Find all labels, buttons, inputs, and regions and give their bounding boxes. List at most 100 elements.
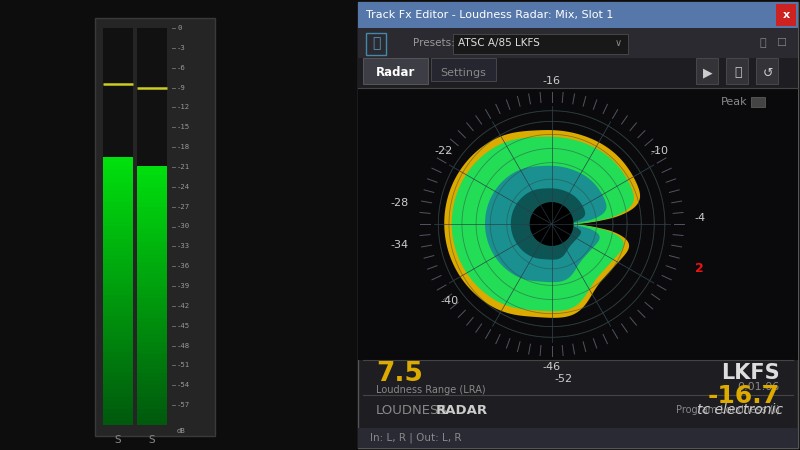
- Text: -10: -10: [650, 146, 669, 156]
- Text: -45: -45: [177, 323, 190, 329]
- Bar: [103, 246, 133, 251]
- Bar: [137, 337, 167, 342]
- Text: -9: -9: [177, 85, 186, 90]
- Text: -40: -40: [441, 296, 458, 306]
- Text: -18: -18: [177, 144, 190, 150]
- Bar: [363, 58, 428, 84]
- Text: -28: -28: [390, 198, 409, 208]
- Bar: [358, 2, 798, 448]
- Bar: [137, 306, 167, 310]
- Bar: [103, 161, 133, 166]
- Bar: [103, 376, 133, 380]
- Bar: [137, 166, 167, 171]
- Text: -52: -52: [554, 374, 573, 384]
- Bar: [103, 388, 133, 392]
- Bar: [137, 286, 167, 290]
- Bar: [103, 165, 133, 170]
- Text: -24: -24: [177, 184, 190, 190]
- Text: -42: -42: [177, 303, 190, 309]
- Bar: [103, 283, 133, 287]
- Bar: [103, 234, 133, 238]
- Text: LKFS: LKFS: [722, 363, 780, 383]
- Bar: [137, 175, 167, 179]
- Bar: [103, 177, 133, 182]
- Text: -36: -36: [177, 263, 190, 269]
- Bar: [103, 274, 133, 279]
- Bar: [103, 206, 133, 210]
- Bar: [756, 58, 778, 84]
- Bar: [137, 373, 167, 378]
- Bar: [137, 238, 167, 243]
- Bar: [137, 417, 167, 421]
- Text: In: L, R | Out: L, R: In: L, R | Out: L, R: [370, 433, 462, 443]
- Text: Peak: Peak: [722, 97, 748, 107]
- Bar: [358, 28, 798, 58]
- Bar: [103, 400, 133, 405]
- Bar: [137, 266, 167, 270]
- Bar: [103, 299, 133, 303]
- Bar: [103, 194, 133, 198]
- Bar: [137, 421, 167, 425]
- Bar: [103, 169, 133, 174]
- Bar: [137, 171, 167, 175]
- Bar: [776, 4, 796, 26]
- Text: Presets:: Presets:: [413, 38, 454, 48]
- Bar: [103, 392, 133, 396]
- Bar: [103, 214, 133, 218]
- Bar: [103, 230, 133, 234]
- Text: Settings: Settings: [441, 68, 486, 78]
- Text: dB: dB: [177, 428, 186, 434]
- Bar: [103, 226, 133, 230]
- Bar: [137, 182, 167, 187]
- Bar: [95, 18, 215, 436]
- Bar: [137, 293, 167, 298]
- Text: 0:01:06: 0:01:06: [738, 382, 780, 392]
- Text: ⏻: ⏻: [372, 36, 380, 50]
- Bar: [137, 218, 167, 223]
- Text: -48: -48: [177, 342, 190, 349]
- Bar: [103, 380, 133, 384]
- Text: ∨: ∨: [614, 38, 622, 48]
- Bar: [137, 214, 167, 219]
- Text: -16.7: -16.7: [708, 384, 780, 408]
- Text: -54: -54: [177, 382, 190, 388]
- Bar: [137, 226, 167, 230]
- Bar: [137, 194, 167, 199]
- Text: -12: -12: [177, 104, 190, 110]
- Bar: [137, 397, 167, 401]
- Bar: [137, 186, 167, 191]
- Bar: [103, 335, 133, 340]
- Text: Loudness Range (LRA): Loudness Range (LRA): [376, 385, 486, 395]
- Bar: [103, 323, 133, 328]
- Bar: [696, 58, 718, 84]
- Bar: [137, 258, 167, 262]
- Bar: [103, 181, 133, 186]
- Bar: [103, 202, 133, 206]
- Bar: [137, 222, 167, 226]
- Bar: [103, 250, 133, 255]
- Circle shape: [530, 203, 573, 245]
- Bar: [137, 178, 167, 183]
- Bar: [453, 34, 628, 54]
- Bar: [137, 377, 167, 381]
- Bar: [103, 404, 133, 409]
- Text: -34: -34: [390, 240, 409, 250]
- Bar: [103, 287, 133, 291]
- Bar: [137, 400, 167, 405]
- Bar: [137, 325, 167, 330]
- Bar: [137, 409, 167, 413]
- Bar: [103, 185, 133, 190]
- Bar: [137, 385, 167, 389]
- Text: S: S: [149, 435, 155, 445]
- Bar: [103, 279, 133, 283]
- Text: ATSC A/85 LKFS: ATSC A/85 LKFS: [458, 38, 540, 48]
- Text: 0: 0: [177, 25, 182, 31]
- Bar: [137, 369, 167, 374]
- Bar: [103, 368, 133, 372]
- Bar: [103, 307, 133, 311]
- Text: RADAR: RADAR: [436, 404, 488, 417]
- Bar: [358, 2, 798, 28]
- Bar: [137, 313, 167, 318]
- Bar: [137, 349, 167, 354]
- Text: ⏸: ⏸: [734, 67, 742, 80]
